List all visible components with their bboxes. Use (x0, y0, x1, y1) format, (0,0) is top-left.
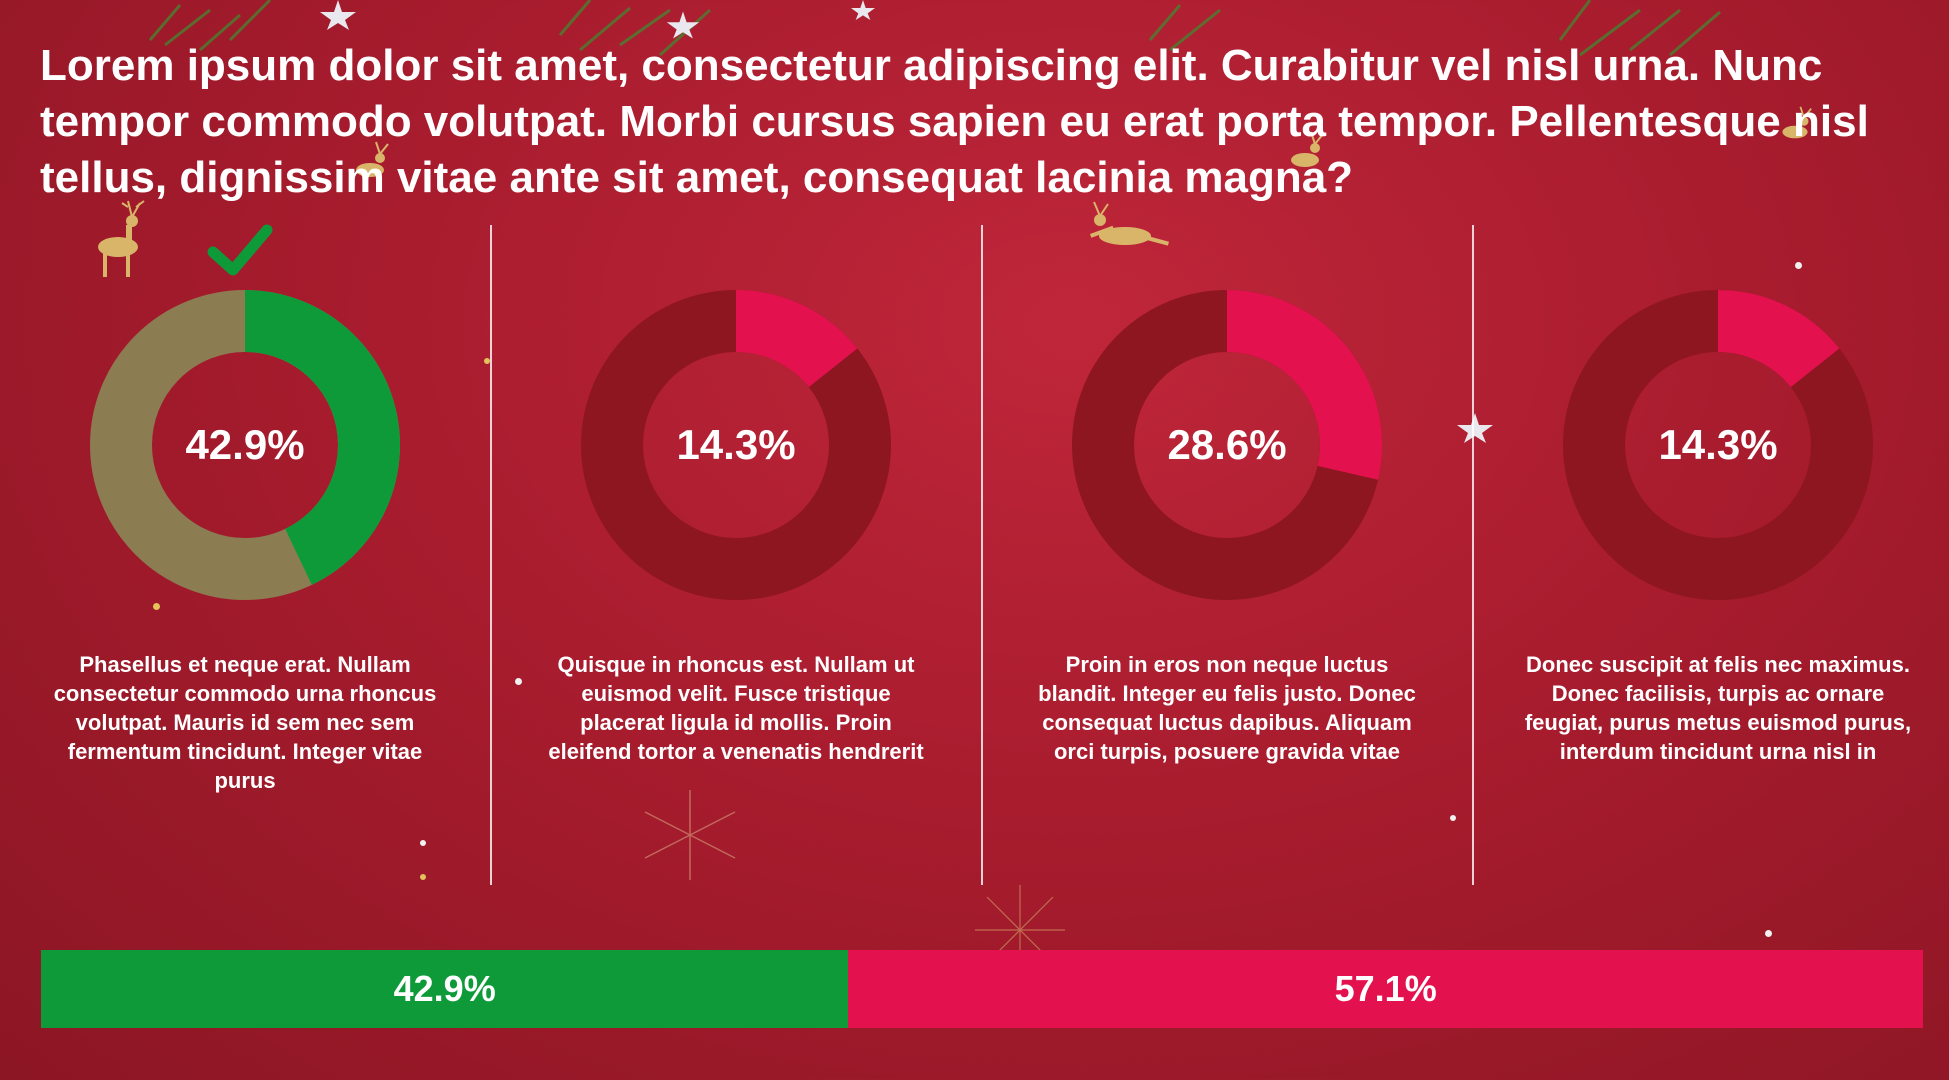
question-title: Lorem ipsum dolor sit amet, consectetur … (40, 41, 1869, 202)
answer-panel-1: 42.9% Phasellus et neque erat. Nullam co… (50, 280, 440, 840)
donut-value-slice (735, 290, 858, 388)
reindeer-icon (98, 200, 145, 277)
summary-bar: 42.9% 57.1% (41, 950, 1923, 1028)
donut-chart-svg (1563, 290, 1873, 600)
donut-value-slice (1717, 290, 1840, 388)
summary-bar-incorrect-segment: 57.1% (848, 950, 1923, 1028)
reindeer-icon (1090, 201, 1169, 246)
answer-text: Proin in eros non neque luctus blandit. … (1038, 652, 1416, 764)
answer-text: Phasellus et neque erat. Nullam consecte… (53, 652, 437, 793)
donut-value-label: 42.9% (185, 421, 305, 468)
answer-panel-2: 14.3% Quisque in rhoncus est. Nullam ut … (541, 280, 931, 840)
donut-value-label: 14.3% (676, 421, 796, 468)
answer-text: Quisque in rhoncus est. Nullam ut euismo… (548, 652, 924, 764)
star-icon (1457, 413, 1493, 443)
donut-value-label: 14.3% (1658, 421, 1778, 468)
answer-panel-3: 28.6% Proin in eros non neque luctus bla… (1032, 280, 1422, 840)
donut-chart: 14.3% (1563, 290, 1873, 600)
summary-bar-correct-segment: 42.9% (41, 950, 849, 1028)
column-divider (490, 225, 492, 885)
column-divider (1472, 225, 1474, 885)
donut-chart: 28.6% (1072, 290, 1382, 600)
check-icon (207, 224, 273, 276)
star-icon (320, 0, 356, 30)
donut-chart-svg (581, 290, 891, 600)
donut-chart: 42.9% (90, 290, 400, 600)
donut-value-slice (244, 290, 400, 585)
donut-value-slice (1226, 290, 1382, 480)
answer-text: Donec suscipit at felis nec maximus. Don… (1524, 652, 1912, 764)
donut-chart-svg (1072, 290, 1382, 600)
donut-chart: 14.3% (581, 290, 891, 600)
donut-chart-svg (90, 290, 400, 600)
donut-value-label: 28.6% (1167, 421, 1287, 468)
answer-panel-4: 14.3% Donec suscipit at felis nec maximu… (1523, 280, 1913, 840)
star-icon (666, 11, 700, 39)
star-icon (851, 0, 875, 20)
column-divider (981, 225, 983, 885)
